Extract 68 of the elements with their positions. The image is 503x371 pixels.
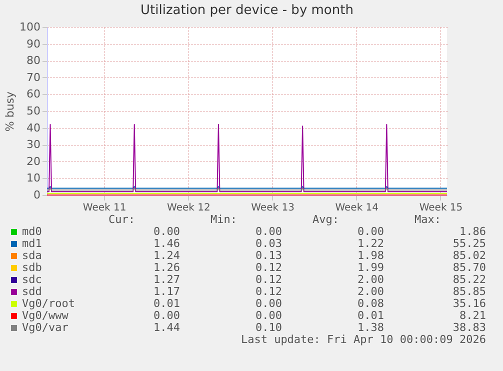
text: 2.00 [358,285,384,298]
legend-label: Vg0/root [22,297,75,310]
text: 0.00 [358,225,384,238]
text: 0.12 [256,285,282,298]
text: 2.00 [358,273,384,286]
y-tick-label: 0 [34,188,40,202]
y-tick-label: 40 [26,121,40,134]
text: 0.00 [256,225,282,238]
text: 1.46 [154,237,180,250]
text: 0.03 [256,237,282,250]
text: 85.22 [452,273,486,286]
text: 1.86 [460,225,486,238]
text: 55.25 [452,237,486,250]
text: 38.83 [452,321,486,334]
text: 1.44 [154,321,180,334]
legend-label: md0 [22,225,42,238]
text: Cur: [108,213,135,226]
y-tick-label: 80 [26,54,40,68]
text: 1.26 [154,261,180,274]
x-tick-label: Week 11 [82,202,126,214]
y-tick-label: 20 [26,154,40,168]
text: 0.13 [256,249,282,262]
legend-label: md1 [22,237,42,250]
text: Avg: [312,213,339,226]
text: 35.16 [452,297,486,310]
text: Min: [210,213,237,226]
text: 0.00 [256,309,282,322]
text: 85.02 [452,249,486,262]
text: 1.22 [358,237,384,250]
text: 1.38 [358,321,384,334]
y-tick-label: 10 [26,172,40,185]
y-tick-label: 90 [26,37,40,50]
legend-label: sdb [22,261,42,274]
y-tick-label: 50 [26,104,40,118]
text: 0.10 [256,321,282,334]
x-tick-label: Week 14 [335,202,379,214]
text: Max: [414,213,441,226]
text: 0.00 [154,309,180,322]
text: 1.27 [154,273,180,286]
text: 0.01 [154,297,180,310]
text: 0.01 [358,309,384,322]
y-axis-title: % busy [4,90,17,132]
text: Last update: Fri Apr 10 00:00:09 2026 [240,333,486,346]
y-tick-label: 100 [20,20,40,34]
text: 1.24 [154,249,180,262]
y-tick-label: 70 [26,70,40,84]
text: 0.08 [358,297,384,310]
text: 85.70 [452,261,486,274]
text: 1.98 [358,249,384,262]
legend-label: sdc [22,273,42,286]
text: 0.12 [256,273,282,286]
x-tick-label: Week 13 [251,202,294,214]
legend-label: Vg0/www [22,309,69,322]
x-tick-label: Week 12 [167,202,210,214]
text: 0.00 [154,225,180,238]
text: 0.12 [256,261,282,274]
legend-label: Vg0/var [22,321,69,334]
x-tick-label: Week 15 [419,202,463,214]
y-tick-label: 60 [26,88,40,101]
text: 0.00 [256,297,282,310]
text: 85.85 [452,285,486,298]
legend-label: sdd [22,285,42,298]
text: 1.17 [154,285,180,298]
text: 8.21 [460,309,486,322]
legend-label: sda [22,249,42,262]
y-tick-label: 30 [26,138,40,152]
chart-title: Utilization per device - by month [140,3,354,18]
text: 1.99 [358,261,384,274]
